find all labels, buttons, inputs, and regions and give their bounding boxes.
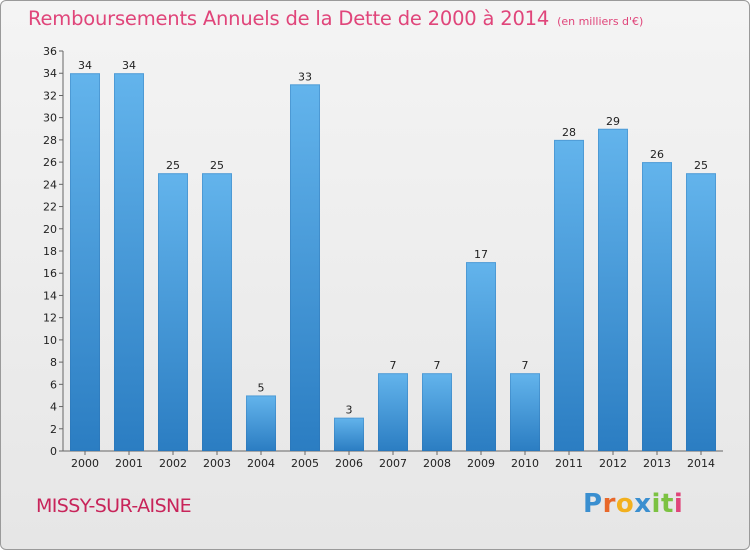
bar-2014 (686, 173, 716, 451)
bar-2003 (202, 173, 232, 451)
value-label-2010: 7 (522, 359, 529, 372)
bar-2013 (642, 162, 672, 451)
bar-outline (642, 162, 672, 451)
commune-name: MISSY-SUR-AISNE (36, 495, 192, 517)
x-tick-label-2000: 2000 (71, 457, 99, 470)
bar-2001 (114, 73, 144, 451)
x-tick-label-2009: 2009 (467, 457, 495, 470)
y-tick-label: 32 (43, 89, 57, 102)
y-tick-label: 6 (50, 378, 57, 391)
x-tick-label-2003: 2003 (203, 457, 231, 470)
x-tick-label-2006: 2006 (335, 457, 363, 470)
x-tick-label-2012: 2012 (599, 457, 627, 470)
y-tick-label: 12 (43, 312, 57, 325)
y-tick-label: 28 (43, 134, 57, 147)
value-label-2004: 5 (258, 381, 265, 394)
y-tick-label: 10 (43, 334, 57, 347)
x-tick-label-2001: 2001 (115, 457, 143, 470)
y-tick-label: 24 (43, 178, 57, 191)
value-label-2008: 7 (434, 359, 441, 372)
bar-outline (422, 373, 452, 452)
proxiti-logo: Proxiti (583, 489, 683, 519)
y-tick-label: 8 (50, 356, 57, 369)
bar-outline (554, 139, 584, 451)
y-tick-label: 16 (43, 267, 57, 280)
y-tick-label: 20 (43, 223, 57, 236)
value-label-2000: 34 (78, 59, 92, 72)
value-label-2006: 3 (346, 404, 353, 417)
logo-letter: i (651, 489, 661, 519)
bar-2006 (334, 417, 364, 451)
bar-outline (466, 262, 496, 451)
bar-outline (202, 173, 232, 451)
bar-2010 (510, 373, 540, 451)
bar-outline (510, 373, 540, 452)
value-label-2013: 26 (650, 148, 664, 161)
bar-2011 (554, 139, 584, 451)
bar-outline (378, 373, 408, 452)
chart-unit: (en milliers d'€) (557, 15, 644, 28)
bar-2012 (598, 128, 628, 451)
bar-2004 (246, 395, 276, 451)
x-tick-label-2011: 2011 (555, 457, 583, 470)
bar-outline (246, 395, 276, 452)
value-label-2009: 17 (474, 248, 488, 261)
x-tick-label-2013: 2013 (643, 457, 671, 470)
bar-outline (686, 173, 716, 451)
y-tick-label: 2 (50, 423, 57, 436)
value-label-2003: 25 (210, 159, 224, 172)
logo-letter: P (583, 489, 603, 519)
x-tick-label-2004: 2004 (247, 457, 275, 470)
bar-outline (334, 417, 364, 451)
x-tick-label-2007: 2007 (379, 457, 407, 470)
bar-2009 (466, 262, 496, 451)
x-tick-label-2002: 2002 (159, 457, 187, 470)
y-tick-label: 14 (43, 289, 57, 302)
y-tick-label: 30 (43, 112, 57, 125)
bar-outline (598, 128, 628, 451)
y-tick-label: 4 (50, 401, 57, 414)
y-tick-label: 36 (43, 45, 57, 58)
y-tick-label: 22 (43, 201, 57, 214)
value-label-2007: 7 (390, 359, 397, 372)
bar-2008 (422, 373, 452, 451)
value-label-2011: 28 (562, 126, 576, 139)
bar-outline (158, 173, 188, 451)
y-tick-label: 0 (50, 445, 57, 458)
x-tick-label-2008: 2008 (423, 457, 451, 470)
bar-2007 (378, 373, 408, 451)
logo-letter: t (660, 489, 674, 519)
title-row: Remboursements Annuels de la Dette de 20… (28, 7, 643, 30)
value-label-2005: 33 (298, 70, 312, 83)
x-tick-label-2010: 2010 (511, 457, 539, 470)
logo-letter: x (634, 489, 652, 519)
logo-letter: r (602, 489, 616, 519)
x-tick-label-2014: 2014 (687, 457, 715, 470)
bar-2002 (158, 173, 188, 451)
chart-title: Remboursements Annuels de la Dette de 20… (28, 7, 550, 30)
logo-letter: i (673, 489, 684, 519)
x-tick-label-2005: 2005 (291, 457, 319, 470)
value-label-2012: 29 (606, 115, 620, 128)
y-tick-label: 18 (43, 245, 57, 258)
y-tick-label: 26 (43, 156, 57, 169)
y-tick-label: 34 (43, 67, 57, 80)
bar-outline (70, 73, 100, 451)
bar-outline (290, 84, 320, 451)
value-label-2001: 34 (122, 59, 136, 72)
value-label-2002: 25 (166, 159, 180, 172)
bar-2005 (290, 84, 320, 451)
logo-letter: o (615, 489, 635, 519)
bar-outline (114, 73, 144, 451)
bar-2000 (70, 73, 100, 451)
value-label-2014: 25 (694, 159, 708, 172)
